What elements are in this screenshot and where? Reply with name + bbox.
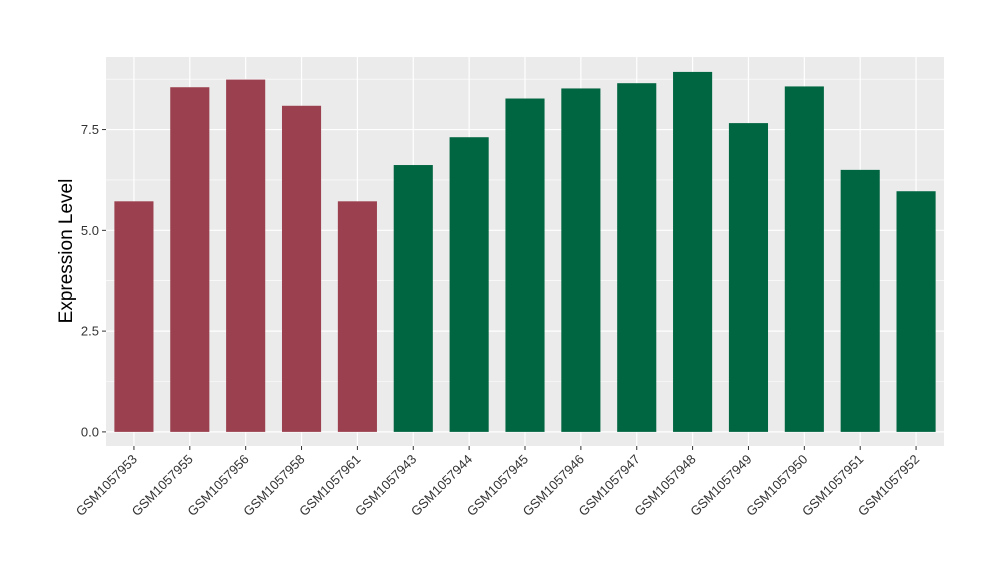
bar-GSM1057961 (337, 201, 377, 432)
bar-GSM1057946 (561, 88, 601, 432)
y-tick-label: 0.0 (81, 424, 99, 439)
bar-GSM1057943 (393, 165, 433, 432)
bar-GSM1057945 (505, 98, 545, 432)
bar-GSM1057950 (784, 86, 824, 432)
bar-GSM1057952 (896, 191, 936, 432)
y-axis-title: Expression Level (56, 179, 77, 324)
bar-GSM1057951 (840, 169, 880, 432)
bar-GSM1057949 (728, 123, 769, 432)
bar-GSM1057955 (170, 87, 210, 432)
bar-GSM1057948 (673, 71, 713, 432)
y-axis: 0.0 2.5 5.0 7.5 (81, 122, 106, 439)
bars (114, 71, 936, 432)
bar-GSM1057944 (449, 137, 489, 432)
bar-GSM1057953 (114, 201, 154, 432)
y-tick-label: 5.0 (81, 223, 99, 238)
bar-GSM1057956 (226, 79, 266, 432)
y-tick-label: 2.5 (81, 324, 99, 339)
bar-GSM1057958 (281, 105, 322, 432)
bar-GSM1057947 (617, 83, 657, 432)
y-tick-label: 7.5 (81, 122, 99, 137)
x-axis: GSM1057953GSM1057955GSM1057956GSM1057958… (73, 446, 922, 519)
